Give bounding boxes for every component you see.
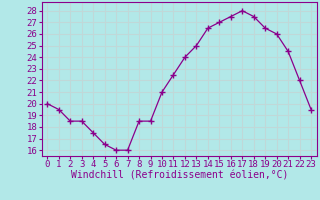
X-axis label: Windchill (Refroidissement éolien,°C): Windchill (Refroidissement éolien,°C) — [70, 171, 288, 181]
